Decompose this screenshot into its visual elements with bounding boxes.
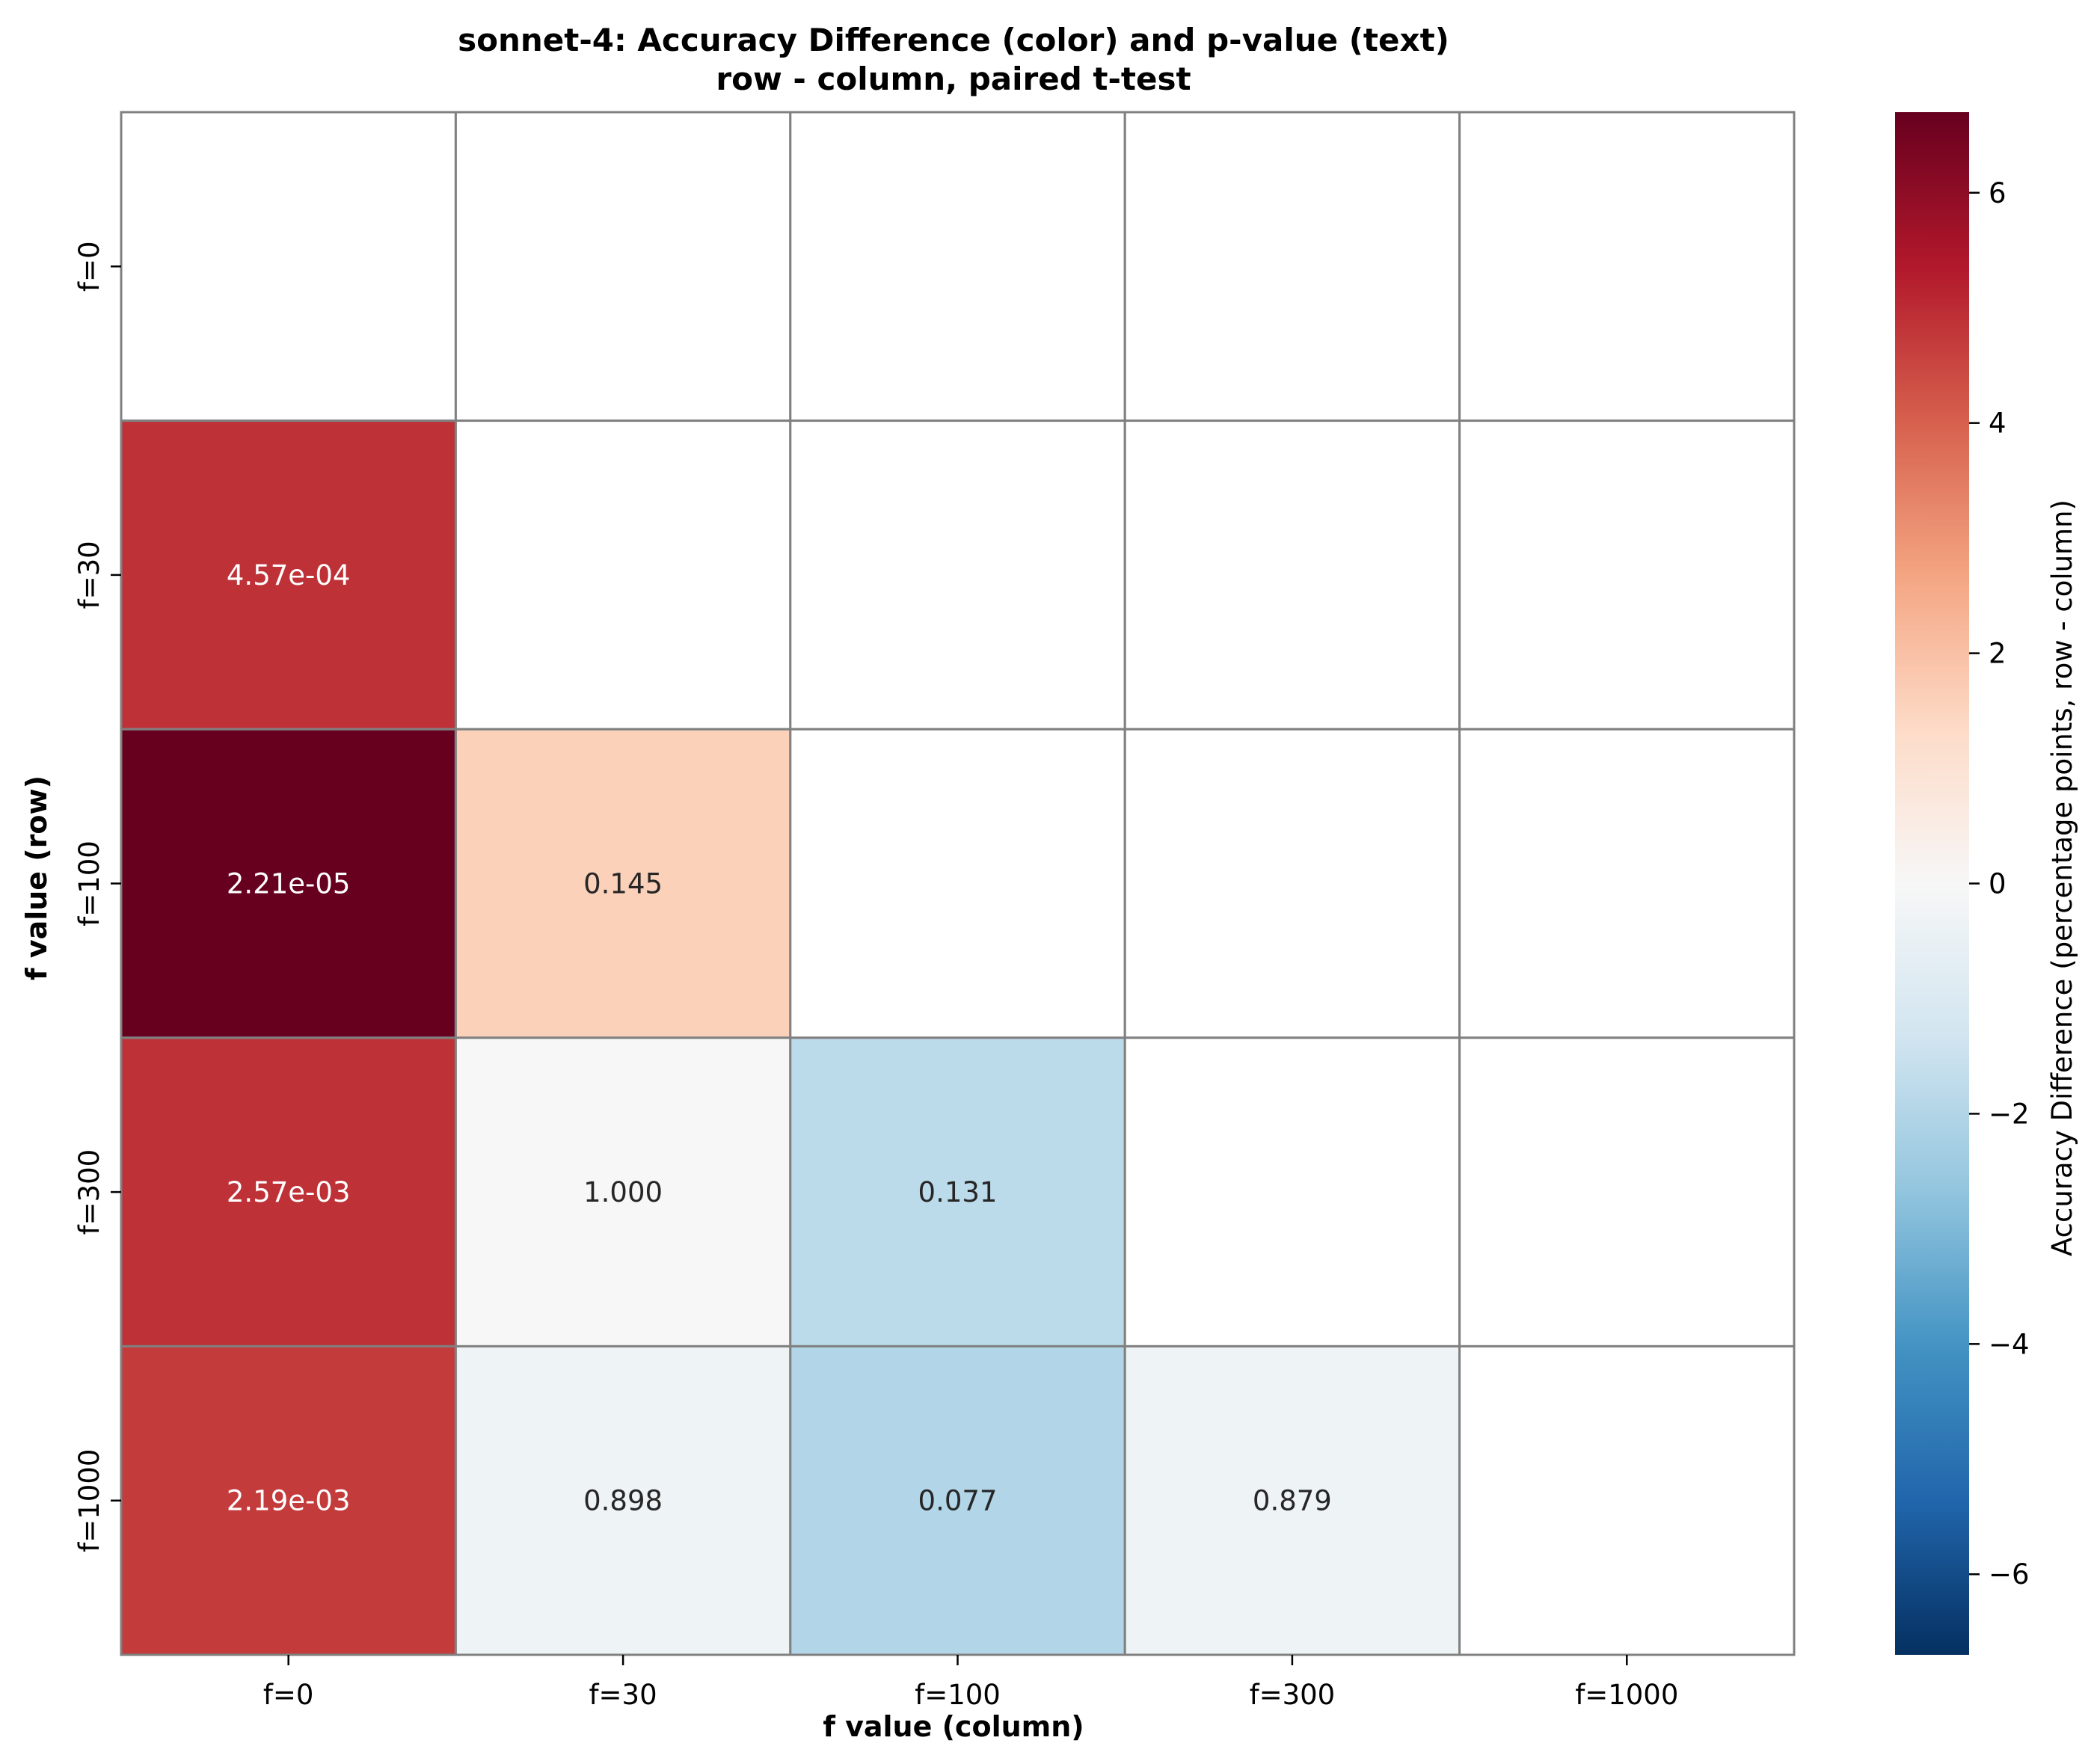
y-tick-label: f=1000 xyxy=(73,1449,105,1552)
colorbar: 6 4 2 0 −2 −4 −6 xyxy=(1895,112,2030,1655)
heatmap-cell xyxy=(454,420,792,731)
heatmap-cell xyxy=(1458,420,1796,731)
x-tick-label: f=30 xyxy=(589,1679,657,1711)
heatmap-cell xyxy=(1123,111,1461,422)
heatmap-cell xyxy=(120,728,457,1039)
x-tick-label: f=1000 xyxy=(1575,1679,1678,1711)
heatmap-cell xyxy=(789,111,1126,422)
heatmap-cell xyxy=(789,728,1126,1039)
heatmap-cell xyxy=(120,1036,457,1347)
y-tick-label: f=100 xyxy=(73,840,105,926)
colorbar-tick-label: 6 xyxy=(1989,177,2007,209)
colorbar-tick-label: 2 xyxy=(1989,638,2007,670)
colorbar-label: Accuracy Difference (percentage points, … xyxy=(2046,500,2078,1256)
cell-p-value: 2.19e-03 xyxy=(227,1485,351,1517)
heatmap-cell xyxy=(1123,728,1461,1039)
chart-title-line2: row - column, paired t-test xyxy=(716,61,1191,97)
x-axis-ticks: f=0 f=30 f=100 f=300 f=1000 xyxy=(263,1655,1678,1711)
heatmap-cell xyxy=(454,728,792,1039)
cell-p-value: 0.077 xyxy=(918,1485,998,1517)
x-tick-label: f=100 xyxy=(915,1679,1001,1711)
colorbar-tick-label: −4 xyxy=(1989,1328,2030,1360)
colorbar-tick-label: −2 xyxy=(1989,1098,2030,1130)
cell-p-value: 1.000 xyxy=(583,1176,663,1208)
y-axis-label: f value (row) xyxy=(20,775,53,980)
heatmap-cell xyxy=(454,1036,792,1347)
heatmap-cell xyxy=(1458,1036,1796,1347)
cell-p-value: 0.898 xyxy=(583,1485,663,1517)
y-axis-ticks: f=0 f=30 f=100 f=300 f=1000 xyxy=(73,242,121,1552)
heatmap-cell xyxy=(120,111,457,422)
colorbar-tick-label: 4 xyxy=(1989,408,2007,440)
x-tick-label: f=0 xyxy=(263,1679,314,1711)
heatmap-cell xyxy=(454,1344,792,1656)
cell-p-value: 0.145 xyxy=(583,868,663,900)
x-tick-label: f=300 xyxy=(1250,1679,1336,1711)
heatmap-cell xyxy=(1458,111,1796,422)
heatmap-cell xyxy=(1458,1344,1796,1656)
y-tick-label: f=0 xyxy=(73,242,105,292)
chart-title-line1: sonnet-4: Accuracy Difference (color) an… xyxy=(458,22,1449,58)
x-axis-label: f value (column) xyxy=(823,1710,1084,1743)
cell-p-value: 4.57e-04 xyxy=(227,559,351,591)
heatmap-cell xyxy=(1458,728,1796,1039)
heatmap-cell xyxy=(789,420,1126,731)
colorbar-tick-label: 0 xyxy=(1989,868,2007,900)
y-tick-label: f=300 xyxy=(73,1149,105,1235)
heatmap-cell xyxy=(120,420,457,731)
colorbar-gradient xyxy=(1895,112,1969,1655)
y-tick-label: f=30 xyxy=(73,541,105,609)
heatmap-cells: 4.57e-04 2.21e-05 0.145 2.57e-03 1.000 0.131 2… xyxy=(120,111,1796,1656)
heatmap-cell xyxy=(789,1036,1126,1347)
cell-p-value: 0.131 xyxy=(918,1176,998,1208)
heatmap-cell xyxy=(1123,420,1461,731)
heatmap-cell xyxy=(454,111,792,422)
cell-p-value: 2.21e-05 xyxy=(227,868,351,900)
heatmap-cell xyxy=(1123,1036,1461,1347)
cell-p-value: 2.57e-03 xyxy=(227,1176,351,1208)
heatmap-cell xyxy=(1123,1344,1461,1656)
cell-p-value: 0.879 xyxy=(1253,1485,1332,1517)
colorbar-tick-label: −6 xyxy=(1989,1558,2030,1591)
